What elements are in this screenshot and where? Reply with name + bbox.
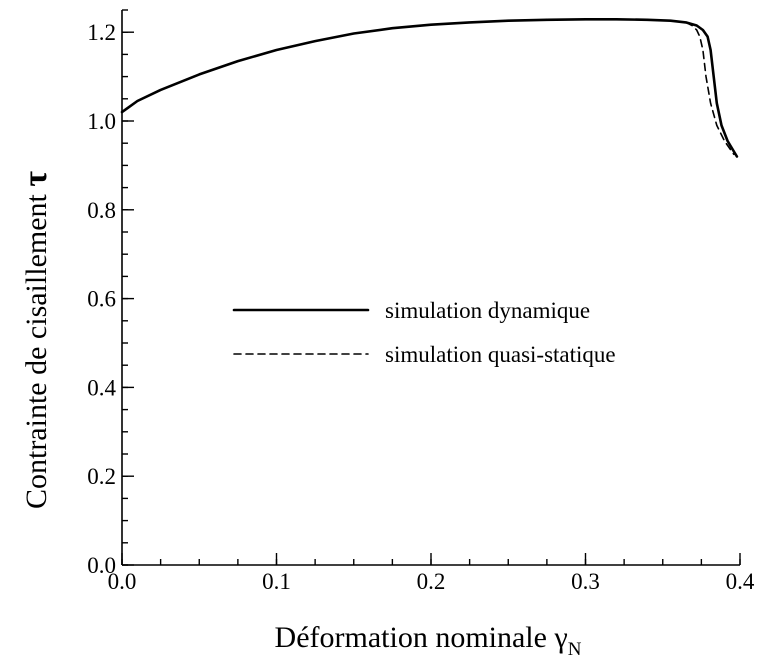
y-tick-label: 1.0	[87, 109, 116, 134]
x-axis-title-main: Déformation nominale	[275, 621, 555, 654]
axes	[122, 10, 740, 565]
y-tick-label: 0.8	[87, 198, 116, 223]
legend-label-quasi-statique: simulation quasi-statique	[385, 342, 616, 367]
legend: simulation dynamique simulation quasi-st…	[234, 298, 616, 367]
x-axis-title-subscript: N	[568, 639, 582, 660]
y-tick-label: 0.2	[87, 464, 116, 489]
x-tick-label: 0.4	[726, 569, 755, 594]
x-tick-label: 0.3	[571, 569, 600, 594]
legend-label-dynamique: simulation dynamique	[385, 298, 590, 323]
y-tick-label: 0.0	[87, 553, 116, 578]
y-axis-title-symbol: τ	[17, 171, 54, 187]
y-axis-title-main: Contrainte de cisaillement	[20, 187, 53, 509]
y-axis-title: Contrainte de cisaillement τ	[17, 171, 54, 509]
x-tick-label: 0.2	[417, 569, 446, 594]
x-axis-title-symbol: γ	[553, 621, 567, 654]
series-line-dynamique	[122, 19, 737, 156]
x-axis-title: Déformation nominale γN	[275, 621, 582, 660]
series-group	[122, 19, 737, 156]
ticks	[122, 10, 740, 565]
x-tick-label: 0.1	[262, 569, 291, 594]
y-tick-label: 1.2	[87, 20, 116, 45]
y-tick-label: 0.6	[87, 287, 116, 312]
y-tick-label: 0.4	[87, 375, 116, 400]
